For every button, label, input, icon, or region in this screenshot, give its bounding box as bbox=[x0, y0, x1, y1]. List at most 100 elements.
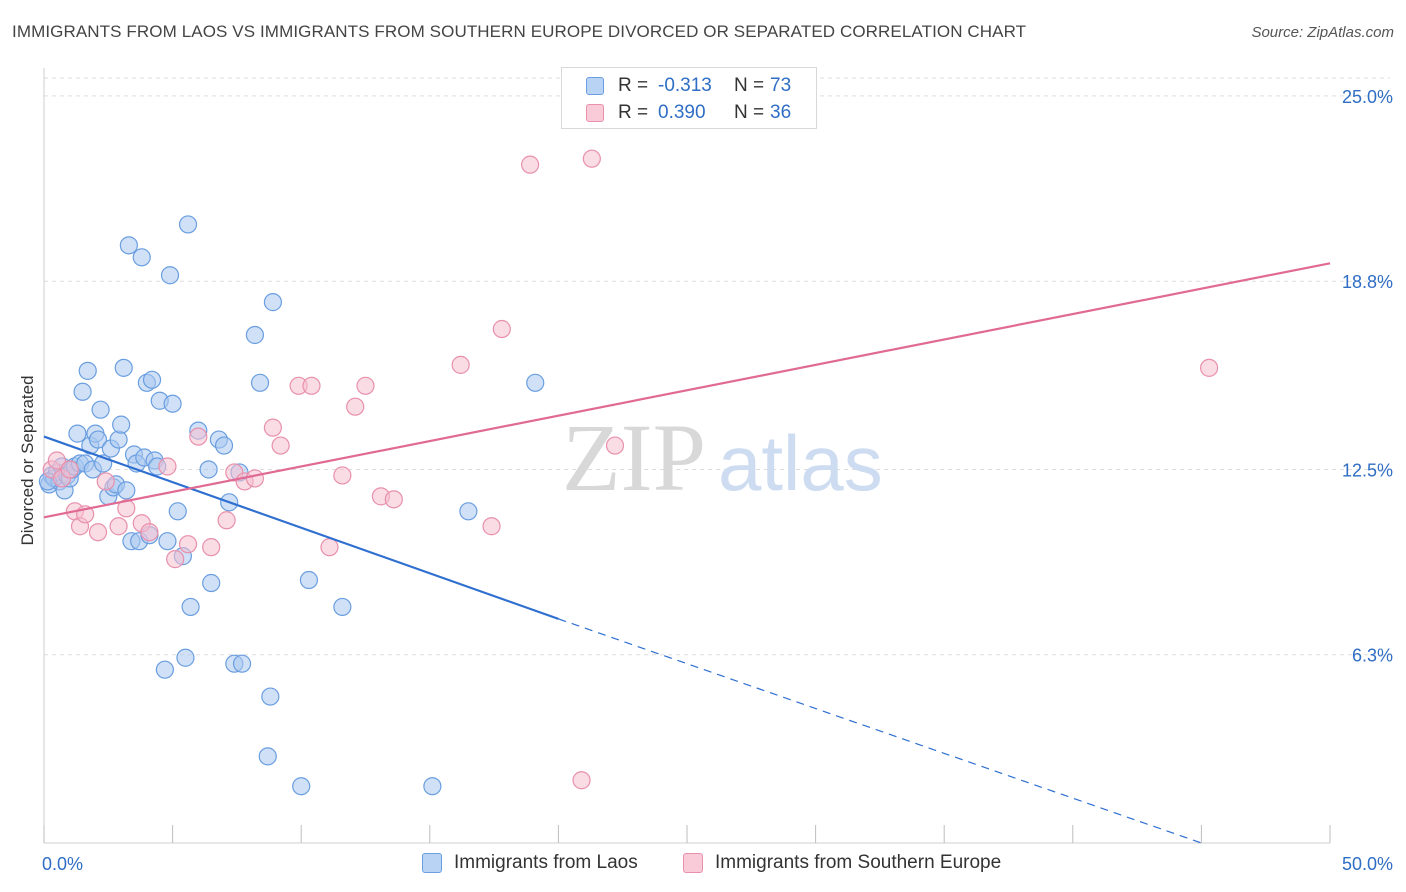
point-laos bbox=[261, 687, 280, 706]
source-credit: Source: ZipAtlas.com bbox=[1251, 24, 1394, 41]
x-tick-label: 0.0% bbox=[42, 854, 83, 874]
point-laos bbox=[214, 436, 234, 455]
point-laos bbox=[263, 293, 283, 312]
trend-line-laos-extension bbox=[558, 618, 1202, 844]
point-laos bbox=[160, 266, 180, 285]
point-southern-europe bbox=[96, 472, 115, 491]
point-southern-europe bbox=[1200, 358, 1219, 377]
point-laos bbox=[88, 430, 108, 449]
watermark: ZIP atlas bbox=[562, 404, 883, 511]
point-southern-europe bbox=[572, 771, 591, 790]
n-label: N = bbox=[734, 102, 765, 123]
chart-title: IMMIGRANTS FROM LAOS VS IMMIGRANTS FROM … bbox=[12, 22, 1027, 41]
point-southern-europe bbox=[582, 149, 601, 168]
point-laos bbox=[163, 394, 182, 413]
point-southern-europe bbox=[140, 523, 159, 542]
legend-item-laos: Immigrants from Laos bbox=[422, 852, 638, 874]
point-southern-europe bbox=[109, 517, 128, 536]
point-laos bbox=[168, 502, 187, 521]
trend-line-laos bbox=[43, 435, 559, 620]
point-laos bbox=[176, 648, 195, 667]
grid-lines bbox=[44, 77, 1390, 656]
n-label: N = bbox=[734, 75, 765, 96]
y-axis-title: Divorced or Separated bbox=[18, 375, 37, 545]
series-legend: Immigrants from Laos Immigrants from Sou… bbox=[0, 852, 1406, 878]
watermark-atlas: atlas bbox=[718, 419, 883, 507]
point-southern-europe bbox=[166, 550, 185, 569]
point-laos bbox=[199, 460, 218, 479]
point-laos bbox=[142, 370, 162, 389]
legend-swatch-laos bbox=[586, 77, 604, 95]
point-southern-europe bbox=[189, 427, 208, 446]
legend-label-laos: Immigrants from Laos bbox=[454, 852, 638, 873]
axis-labels: 6.3% 12.5% 18.8% 25.0% 0.0% 50.0% Divorced or … bbox=[18, 87, 1393, 874]
trend-lines bbox=[43, 262, 1331, 844]
point-southern-europe bbox=[245, 469, 265, 488]
point-southern-europe bbox=[482, 517, 501, 536]
y-tick-label: 25.0% bbox=[1342, 87, 1393, 107]
legend-swatch-laos bbox=[422, 853, 442, 873]
point-laos bbox=[299, 570, 319, 590]
point-southern-europe bbox=[178, 535, 198, 554]
point-southern-europe bbox=[521, 155, 540, 174]
point-laos bbox=[91, 400, 110, 419]
axes bbox=[43, 68, 1331, 844]
point-southern-europe bbox=[217, 511, 236, 530]
point-southern-europe bbox=[333, 466, 352, 485]
point-southern-europe bbox=[492, 319, 511, 339]
legend-swatch-southern-europe bbox=[586, 104, 604, 122]
point-laos bbox=[155, 660, 174, 679]
y-tick-label: 18.8% bbox=[1342, 272, 1393, 292]
y-tick-label: 12.5% bbox=[1342, 460, 1393, 480]
n-value-laos: 73 bbox=[770, 75, 792, 96]
point-southern-europe bbox=[346, 397, 365, 416]
point-laos bbox=[68, 424, 87, 443]
watermark-zip: ZIP bbox=[562, 404, 706, 511]
point-laos bbox=[132, 248, 151, 267]
n-value-southern-europe: 36 bbox=[770, 102, 792, 123]
point-laos bbox=[232, 654, 252, 673]
legend-row-laos: R = -0.313 N = 73 bbox=[586, 74, 791, 98]
point-southern-europe bbox=[47, 451, 66, 470]
point-southern-europe bbox=[263, 418, 283, 437]
data-points bbox=[38, 149, 1219, 796]
point-southern-europe bbox=[605, 436, 625, 455]
point-southern-europe bbox=[356, 376, 375, 395]
r-value-southern-europe: 0.390 bbox=[658, 102, 706, 123]
point-laos bbox=[202, 573, 221, 593]
r-value-laos: -0.313 bbox=[658, 75, 712, 96]
point-southern-europe bbox=[271, 436, 290, 455]
x-tick-label: 50.0% bbox=[1342, 854, 1393, 874]
point-southern-europe bbox=[302, 376, 321, 395]
point-laos bbox=[526, 373, 545, 392]
point-southern-europe bbox=[88, 523, 108, 542]
point-laos bbox=[250, 373, 270, 392]
correlation-legend: R = -0.313 N = 73 R = 0.390 N = 36 bbox=[561, 67, 817, 129]
legend-item-southern-europe: Immigrants from Southern Europe bbox=[683, 852, 1001, 874]
legend-swatch-southern-europe bbox=[683, 853, 703, 873]
point-southern-europe bbox=[202, 538, 221, 557]
point-southern-europe bbox=[451, 355, 470, 374]
point-laos bbox=[119, 236, 138, 255]
point-laos bbox=[292, 777, 311, 796]
r-label: R = bbox=[618, 75, 649, 96]
point-southern-europe bbox=[60, 460, 79, 479]
point-laos bbox=[181, 597, 200, 617]
y-tick-label: 6.3% bbox=[1352, 646, 1393, 666]
point-southern-europe bbox=[158, 457, 177, 476]
point-laos bbox=[78, 361, 97, 380]
point-southern-europe bbox=[117, 499, 136, 518]
point-laos bbox=[117, 481, 136, 500]
point-laos bbox=[178, 215, 198, 234]
point-laos bbox=[73, 382, 92, 401]
point-laos bbox=[423, 777, 442, 796]
point-laos bbox=[114, 358, 133, 377]
point-laos bbox=[333, 597, 352, 617]
point-laos bbox=[245, 325, 265, 345]
legend-row-southern-europe: R = 0.390 N = 36 bbox=[586, 101, 791, 125]
r-label: R = bbox=[618, 102, 649, 123]
point-laos bbox=[258, 747, 277, 766]
trend-line-southern-europe bbox=[43, 262, 1331, 519]
point-laos bbox=[158, 532, 177, 551]
